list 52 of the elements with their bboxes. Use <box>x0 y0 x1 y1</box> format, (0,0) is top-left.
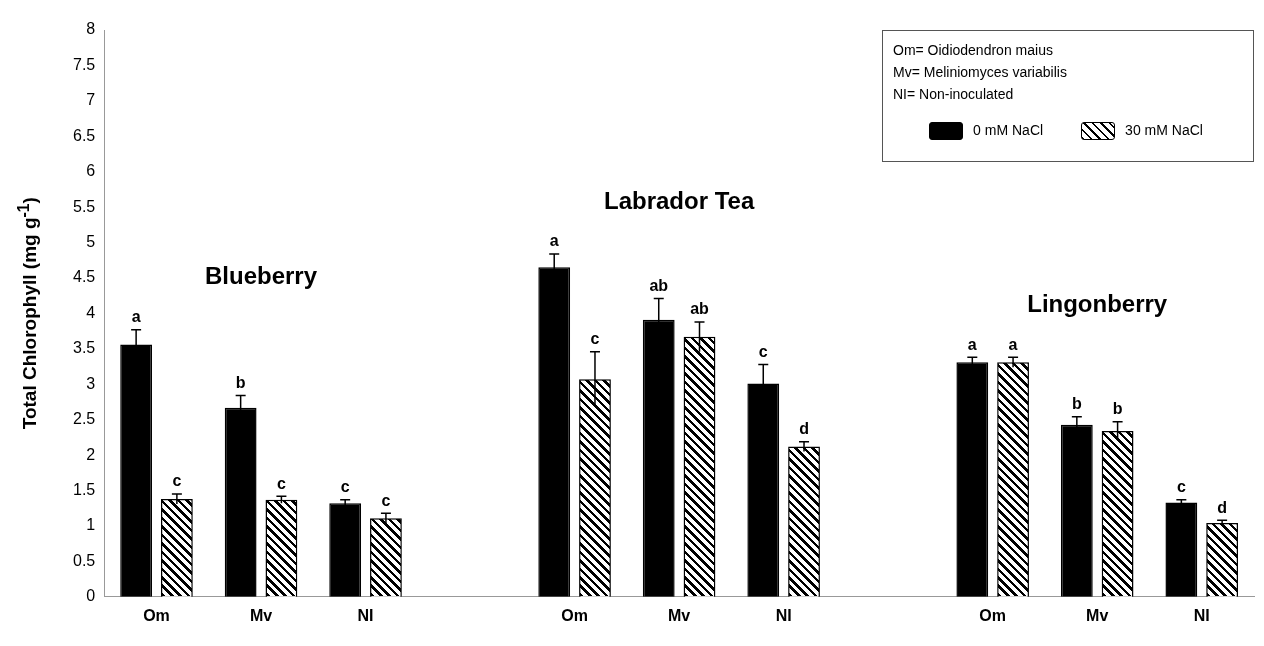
data-label: a <box>1008 335 1018 353</box>
annotation: Lingonberry <box>1027 289 1168 317</box>
y-tick-label: 1.5 <box>72 480 96 498</box>
y-tick-label: 8 <box>86 20 96 38</box>
data-label: a <box>549 232 559 250</box>
y-tick-label: 6.5 <box>72 126 96 144</box>
y-tick-label: 5.5 <box>72 197 96 215</box>
x-tick-label: NI <box>775 606 792 624</box>
y-tick-label: 1 <box>86 516 96 534</box>
legend-label: 30 mM NaCl <box>1125 122 1203 138</box>
x-tick-label: Mv <box>668 606 691 624</box>
data-label: b <box>235 373 246 391</box>
data-label: b <box>1071 395 1082 413</box>
y-tick-label: 4 <box>86 303 96 321</box>
data-label: a <box>131 308 141 326</box>
annotation: Blueberry <box>205 262 318 290</box>
y-tick-label: 7.5 <box>72 55 96 73</box>
annotation: Mv= Meliniomyces variabilis <box>893 63 1068 82</box>
y-tick-label: 4.5 <box>72 268 96 286</box>
y-tick-label: 6 <box>86 162 96 180</box>
data-label: d <box>799 420 809 438</box>
x-tick-label: NI <box>357 606 374 624</box>
x-tick-label: Mv <box>1086 606 1109 624</box>
y-tick-label: 3.5 <box>72 339 96 357</box>
legend-label: 0 mM NaCl <box>973 122 1044 138</box>
data-label: ab <box>690 300 710 318</box>
annotation: Om= Oidiodendron maius <box>893 41 1054 60</box>
annotation: NI= Non-inoculated <box>893 85 1015 104</box>
data-label: c <box>381 491 391 509</box>
data-label: c <box>340 478 350 496</box>
annotation: Labrador Tea <box>603 186 755 214</box>
data-label: b <box>1112 400 1123 418</box>
data-label: d <box>1217 498 1228 516</box>
data-label: c <box>276 474 286 492</box>
data-label: ab <box>649 276 669 294</box>
data-label: a <box>967 335 977 353</box>
y-tick-label: 2 <box>86 445 96 463</box>
data-label: c <box>590 330 600 348</box>
data-label: c <box>1176 478 1186 496</box>
x-tick-label: Om <box>979 606 1007 624</box>
y-tick-label: 2.5 <box>72 410 96 428</box>
y-tick-label: 5 <box>86 232 96 250</box>
y-tick-label: 0 <box>86 587 96 605</box>
data-label: c <box>172 472 182 490</box>
x-tick-label: Om <box>561 606 588 624</box>
x-tick-label: Mv <box>249 606 273 624</box>
x-tick-label: NI <box>1193 606 1210 624</box>
y-tick-label: 0.5 <box>72 551 96 569</box>
data-label: c <box>758 342 768 360</box>
x-tick-label: Om <box>143 606 170 624</box>
y-tick-label: 7 <box>86 91 96 109</box>
y-tick-label: 3 <box>86 374 96 392</box>
